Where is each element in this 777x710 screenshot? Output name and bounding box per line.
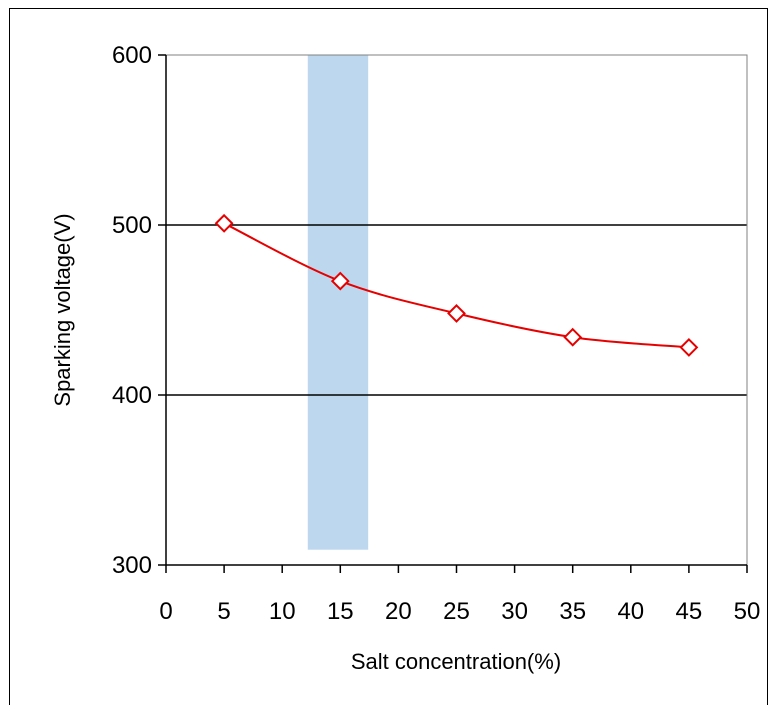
y-tick-label: 400 <box>112 382 152 409</box>
x-tick-label: 10 <box>269 598 296 625</box>
series-layer <box>214 213 699 357</box>
y-axis-label: Sparking voltage(V) <box>50 213 75 406</box>
data-point-marker <box>447 303 466 323</box>
data-point-marker <box>330 271 350 291</box>
tick-label-layer: 0 5 10 15 20 25 30 35 40 45 50 300 400 500 600 <box>112 42 760 625</box>
x-tick-label: 5 <box>217 598 230 625</box>
x-tick-label: 45 <box>676 598 703 625</box>
x-tick-label: 0 <box>159 598 172 625</box>
chart-border <box>9 8 768 710</box>
x-tick-label: 40 <box>617 598 644 625</box>
x-tick-label: 15 <box>327 598 354 625</box>
axis-layer <box>158 54 748 573</box>
highlight-band-layer <box>307 55 369 550</box>
data-point-marker <box>563 327 583 347</box>
data-point-marker <box>679 337 699 357</box>
x-tick-label: 20 <box>385 598 412 625</box>
x-tick-label: 35 <box>559 598 586 625</box>
y-tick-label: 300 <box>112 552 152 579</box>
y-tick-label: 500 <box>112 212 152 239</box>
y-tick-label: 600 <box>112 42 152 69</box>
data-point-marker <box>214 213 234 233</box>
x-tick-label: 50 <box>734 598 761 625</box>
x-tick-label: 25 <box>443 598 470 625</box>
series-line-0 <box>223 222 689 349</box>
highlight-band <box>307 55 369 550</box>
x-axis-label: Salt concentration(%) <box>351 649 561 674</box>
x-tick-label: 30 <box>501 598 528 625</box>
grid-layer <box>166 224 747 396</box>
